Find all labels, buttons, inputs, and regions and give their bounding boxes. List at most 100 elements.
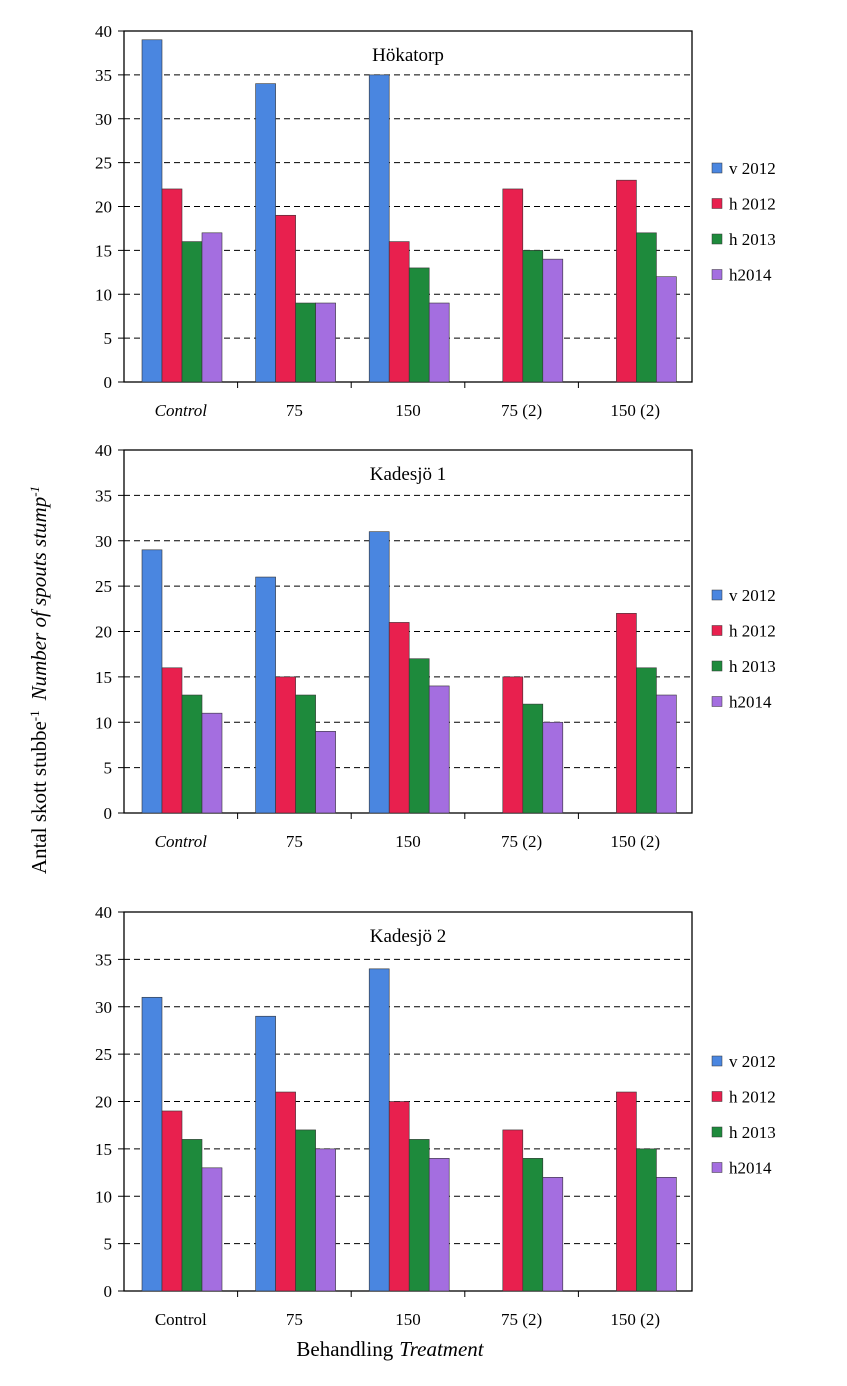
x-tick-label: 75 (2)	[501, 401, 542, 420]
legend-swatch	[711, 589, 723, 601]
x-axis-title-main: Behandling	[296, 1337, 393, 1361]
bar	[616, 613, 637, 814]
y-tick-label: 5	[104, 759, 113, 778]
legend-label: v 2012	[729, 586, 776, 605]
x-tick-label: Control	[155, 1310, 207, 1329]
chart-panel-2: 0 5 10 15 20 25 30 35 40 Control 75 150 75 (2) 150 (2…	[95, 441, 776, 851]
chart-title: Kadesjö 1	[370, 464, 447, 485]
bar	[275, 676, 296, 814]
x-tick-label: 75	[286, 1310, 303, 1329]
bar	[428, 1158, 450, 1292]
bar	[616, 179, 637, 383]
x-tick-label: 150 (2)	[610, 832, 660, 851]
bar	[656, 694, 677, 814]
bar	[408, 267, 430, 383]
y-tick-label: 15	[95, 668, 112, 687]
bar	[201, 712, 223, 814]
bar	[295, 302, 316, 383]
chart-title: Kadesjö 2	[370, 926, 447, 947]
legend-label: v 2012	[729, 1052, 776, 1071]
bar	[181, 1139, 203, 1292]
y-tick-label: 20	[95, 623, 112, 642]
bar	[388, 241, 410, 383]
bar	[502, 188, 524, 383]
y-axis-title-main: Antal skott stubbe	[27, 721, 51, 874]
x-tick-label: 150	[395, 1310, 421, 1329]
svg-text:Antal skott stubbe-1Number of: Antal skott stubbe-1 Number of spouts stu…	[27, 486, 52, 874]
y-tick-label: 5	[104, 1235, 113, 1254]
chart-panel-1: 0 5 10 15 20 25 30 35 40 Control 75 150 75 (2) 150 (2…	[95, 22, 776, 420]
y-tick-label: 25	[95, 1045, 112, 1064]
y-tick-label: 35	[95, 486, 112, 505]
y-axis-title-english: Number of spouts stump	[27, 497, 51, 702]
y-tick-label: 10	[95, 713, 112, 732]
y-tick-label: 25	[95, 577, 112, 596]
y-tick-label: 35	[95, 66, 112, 85]
y-tick-label: 40	[95, 903, 112, 922]
x-tick-label: 150	[395, 832, 421, 851]
bar	[275, 1091, 296, 1292]
legend: v 2012 h 2012 h 2013 h2014	[711, 159, 776, 285]
legend-label: h2014	[729, 693, 772, 712]
y-tick-label: 0	[104, 373, 113, 392]
bar	[636, 232, 657, 383]
legend-swatch	[711, 625, 723, 636]
y-tick-label: 0	[104, 1282, 113, 1301]
bar	[522, 703, 544, 814]
legend-label: h 2012	[729, 622, 776, 641]
bar	[201, 1167, 223, 1292]
legend-label: h 2013	[729, 230, 776, 249]
legend-swatch	[711, 269, 723, 280]
legend: v 2012 h 2012 h 2013 h2014	[711, 586, 776, 712]
legend-label: h 2013	[729, 1123, 776, 1142]
bar	[161, 1110, 183, 1292]
bar	[542, 258, 564, 383]
x-tick-label: 75	[286, 832, 303, 851]
bar	[315, 1148, 336, 1292]
y-tick-label: 40	[95, 22, 112, 41]
legend-swatch	[711, 162, 723, 174]
legend-label: h 2013	[729, 657, 776, 676]
bar	[295, 694, 316, 814]
bar	[542, 1177, 564, 1292]
y-tick-label: 40	[95, 441, 112, 460]
y-tick-label: 0	[104, 804, 113, 823]
legend-swatch	[711, 1162, 723, 1173]
bar	[161, 667, 183, 814]
bar	[502, 1129, 524, 1292]
bar	[428, 302, 450, 383]
chart-title: Hökatorp	[372, 45, 444, 66]
bar	[656, 276, 677, 383]
x-tick-label: 75 (2)	[501, 1310, 542, 1329]
bar	[141, 996, 163, 1292]
legend-swatch	[711, 233, 723, 245]
y-axis-title: Antal skott stubbe-1 Number of spouts stu…	[27, 486, 52, 874]
bar	[388, 622, 410, 814]
y-tick-label: 10	[95, 1187, 112, 1206]
chart-panel-3: 0 5 10 15 20 25 30 35 40 Control 75 150 75 (2) 150 (2…	[95, 903, 776, 1329]
bar	[616, 1091, 637, 1292]
x-tick-label: 75 (2)	[501, 832, 542, 851]
bar	[141, 39, 163, 383]
y-axis-title-main-sup: -1	[27, 710, 42, 721]
y-tick-label: 15	[95, 241, 112, 260]
legend-swatch	[711, 198, 723, 209]
y-tick-label: 30	[95, 110, 112, 129]
bar	[201, 232, 223, 383]
y-tick-label: 30	[95, 532, 112, 551]
y-tick-label: 20	[95, 198, 112, 217]
x-tick-label: 75	[286, 401, 303, 420]
y-tick-label: 10	[95, 285, 112, 304]
legend-swatch	[711, 660, 723, 672]
bar	[181, 241, 203, 383]
bar	[408, 658, 430, 814]
bar	[636, 667, 657, 814]
legend-label: v 2012	[729, 159, 776, 178]
bar	[295, 1129, 316, 1292]
legend-swatch	[711, 1126, 723, 1138]
legend: v 2012 h 2012 h 2013 h2014	[711, 1052, 776, 1178]
y-tick-label: 25	[95, 154, 112, 173]
bar	[522, 1158, 544, 1292]
